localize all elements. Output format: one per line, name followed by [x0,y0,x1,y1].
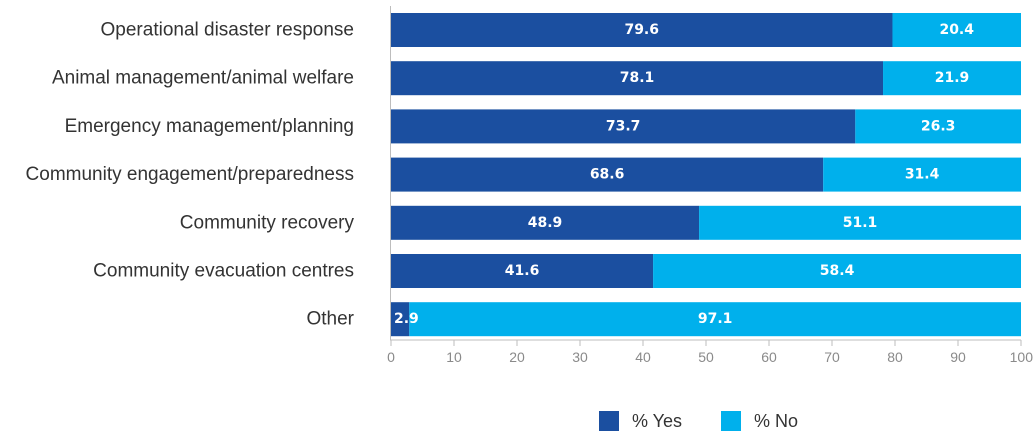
bar-no [883,61,1021,96]
data-label: 58.4 [820,263,855,279]
category-label: Community engagement/preparedness [26,164,354,185]
x-axis: 0 10 20 30 40 50 60 70 80 90 100 [387,6,1033,365]
data-label: 78.1 [620,70,655,86]
x-tick-label: 90 [950,349,966,365]
legend-label-yes: % Yes [632,411,682,431]
bar-no [699,205,1021,240]
data-label: 26.3 [921,118,956,134]
data-label: 48.9 [528,215,563,231]
data-label: 21.9 [935,70,970,86]
data-labels: 79.6 20.4 78.1 21.9 73.7 26.3 68.6 31.4 48.9 51.1… [394,22,974,327]
x-tick-label: 60 [761,349,777,365]
x-tick-label: 10 [446,349,462,365]
x-tick-label: 50 [698,349,714,365]
legend-swatch-yes [599,411,619,431]
data-label: 79.6 [624,22,659,38]
data-label: 73.7 [606,118,641,134]
bar-yes [391,13,893,47]
bar-no [892,13,1021,47]
legend-swatch-no [721,411,741,431]
data-label: 41.6 [505,263,540,279]
bar-yes [391,302,410,337]
data-label: 68.6 [590,167,625,183]
x-tick-label: 20 [509,349,525,365]
bar-no [409,302,1021,337]
legend-label-no: % No [754,411,798,431]
x-tick-label: 100 [1010,349,1034,365]
data-label: 51.1 [843,215,878,231]
x-tick-label: 30 [572,349,588,365]
category-label: Emergency management/planning [65,116,354,137]
bar-no [653,254,1021,288]
x-tick-label: 0 [387,349,395,365]
data-label: 20.4 [939,22,974,38]
category-label: Other [306,309,354,330]
data-label: 2.9 [394,311,419,327]
bar-no [823,157,1021,192]
x-tick-label: 70 [824,349,840,365]
bar-yes [391,109,856,144]
bar-yes [391,254,654,288]
category-label: Community evacuation centres [93,261,354,282]
data-label: 97.1 [698,311,733,327]
bar-yes [391,157,824,192]
legend: % Yes % No [599,411,798,431]
category-label: Animal management/animal welfare [52,68,354,89]
data-label: 31.4 [905,167,940,183]
category-label: Community recovery [180,212,355,233]
bar-no [855,109,1021,144]
bar-yes [391,61,884,96]
bar-yes [391,205,700,240]
x-tick-label: 80 [887,349,903,365]
bars [391,13,1021,337]
category-label: Operational disaster response [101,20,354,41]
x-tick-label: 40 [635,349,651,365]
category-labels: Operational disaster response Animal mana… [26,20,355,330]
